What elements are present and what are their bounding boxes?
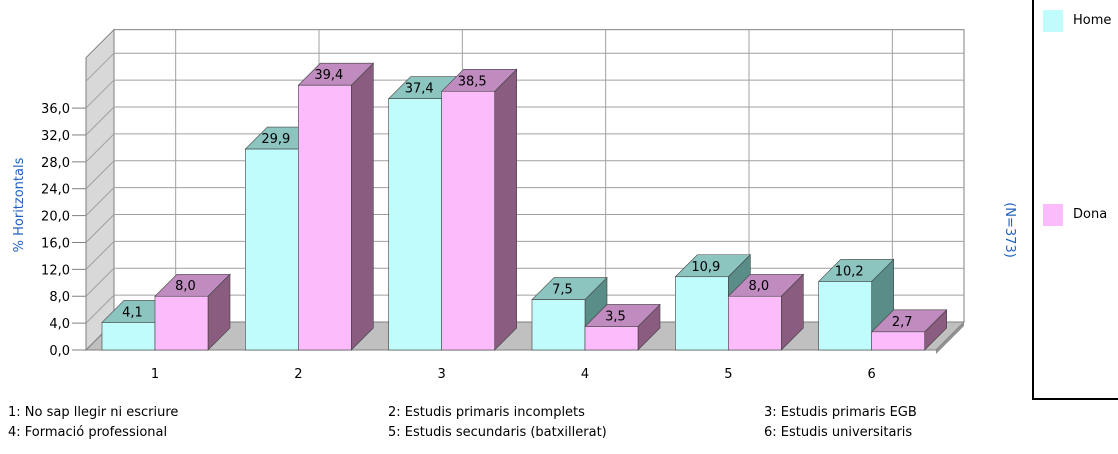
data-label-dona-6: 2,7	[892, 315, 913, 330]
data-label-home-5: 10,9	[691, 260, 720, 275]
chart-bars	[101, 62, 948, 351]
gridline-side	[85, 52, 115, 82]
footnote-6: 6: Estudis universitaris	[764, 425, 913, 440]
gridline-side	[85, 106, 115, 136]
y-tick-label: 12,0	[41, 263, 70, 278]
y-axis-label: % Horitzontals	[12, 157, 27, 252]
y-tick-label: 32,0	[41, 129, 70, 144]
x-tick-label-2: 2	[294, 367, 302, 382]
y-tick-label: 24,0	[41, 183, 70, 198]
footnote-5: 5: Estudis secundaris (batxillerat)	[388, 425, 607, 440]
x-tick-label-1: 1	[151, 367, 159, 382]
chart-data-labels: 4,1 8,0 29,9 39,4 37,4 38,5 7,5 3,5 10,9 8,0 10,2 2…	[122, 68, 912, 330]
footnote-3: 3: Estudis primaris EGB	[764, 405, 917, 420]
y-tick-label: 36,0	[41, 102, 70, 117]
bar-dona-2	[297, 62, 375, 351]
footnote-2: 2: Estudis primaris incomplets	[388, 405, 585, 420]
gridline-side	[85, 133, 115, 163]
data-label-dona-3: 38,5	[458, 74, 487, 89]
data-label-dona-4: 3,5	[605, 309, 626, 324]
bar-dona-6	[870, 309, 948, 351]
category-footnotes: 1: No sap llegir ni escriure 2: Estudis …	[8, 403, 1108, 451]
gridline-side	[85, 214, 115, 243]
y-tick-label: 8,0	[49, 290, 70, 305]
legend-swatch-home	[1043, 10, 1063, 32]
gridline-side	[85, 79, 115, 109]
gridline-side	[85, 160, 115, 190]
bar-dona-3	[440, 68, 518, 351]
bar-dona-5	[727, 273, 805, 351]
legend-swatch-dona	[1043, 204, 1063, 226]
floor-edge	[936, 322, 964, 354]
data-label-dona-2: 39,4	[314, 68, 343, 83]
data-label-home-3: 37,4	[405, 82, 434, 97]
bar-dona-4	[584, 303, 661, 351]
x-tick-label-3: 3	[438, 367, 446, 382]
footnote-4: 4: Formació professional	[8, 425, 168, 440]
data-label-home-6: 10,2	[835, 264, 864, 279]
y-tick-label: 4,0	[49, 317, 70, 332]
bar-dona-1	[154, 273, 231, 351]
y-tick-label: 28,0	[41, 156, 70, 171]
y-tick-label: 16,0	[41, 236, 70, 251]
gridline-side	[85, 241, 115, 270]
gridline-side	[85, 267, 115, 297]
data-label-home-2: 29,9	[261, 132, 290, 147]
legend-label-dona: Dona	[1073, 207, 1108, 222]
x-tick-label-6: 6	[868, 367, 876, 382]
left-wall	[85, 28, 115, 352]
data-label-dona-1: 8,0	[175, 279, 196, 294]
data-label-home-1: 4,1	[122, 305, 143, 320]
gridline-side	[85, 294, 115, 324]
x-axis-ticks: 1 2 3 4 5 6	[151, 367, 876, 382]
legend-label-home: Home	[1073, 13, 1112, 28]
data-label-dona-5: 8,0	[748, 279, 769, 294]
x-tick-label-4: 4	[581, 367, 589, 382]
gridline-side	[85, 187, 115, 216]
sample-size-label: (N=373)	[1002, 202, 1017, 258]
y-tick-label: 20,0	[41, 210, 70, 225]
y-tick-label: 0,0	[49, 344, 70, 359]
legend: Home Dona	[1032, 0, 1118, 400]
y-axis-ticks: 0,0 4,0 8,0 12,0 16,0 20,0 24,0 28,0 32,0 36,0	[41, 102, 86, 359]
x-tick-label-5: 5	[724, 367, 732, 382]
footnote-1: 1: No sap llegir ni escriure	[8, 405, 179, 420]
data-label-home-4: 7,5	[552, 283, 573, 298]
